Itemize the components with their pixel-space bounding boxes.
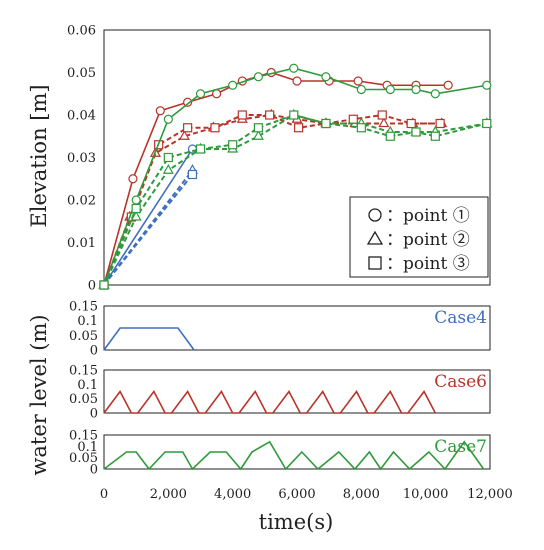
case7-y-tick-label: 0.15 xyxy=(69,429,98,444)
case6-point2-marker xyxy=(178,130,190,140)
case6-label: Case6 xyxy=(434,372,487,392)
elevation-axis-title: Elevation [m] xyxy=(27,84,51,227)
case6-point1-marker xyxy=(128,174,138,184)
case4-y-tick-label: 0.15 xyxy=(69,300,98,315)
case7-point3-marker xyxy=(228,140,238,150)
case7-point1-marker xyxy=(321,72,331,82)
case7-point1-marker xyxy=(411,84,421,95)
case7-point3-marker xyxy=(430,131,440,141)
case7-point2-marker xyxy=(162,164,174,174)
case6-point1-marker xyxy=(292,76,302,86)
legend-circle-icon xyxy=(368,208,382,222)
case6-point3-marker xyxy=(265,110,275,120)
time-axis: 0 2,000 4,000 6,000 8,000 10,000 12,000 xyxy=(100,487,513,502)
case6-point3-marker xyxy=(406,118,416,129)
case6-y-tick-label: 0.1 xyxy=(77,378,98,393)
case7-point2-marker xyxy=(252,130,264,140)
case7-point3-marker xyxy=(321,118,331,129)
y-tick-label: 0 xyxy=(88,279,96,294)
case7-point3-marker xyxy=(99,280,109,290)
legend-label: ：point ① xyxy=(386,206,470,226)
elevation-plot-frame xyxy=(103,29,491,286)
case6-point3-marker xyxy=(183,123,193,133)
case7-point1-marker xyxy=(482,80,492,90)
case7-y-tick-label: 0 xyxy=(90,463,98,478)
case6-point3-marker xyxy=(237,110,247,120)
case4-water-level-line xyxy=(103,327,195,351)
case7-point1-marker xyxy=(228,80,238,90)
y-tick-label: 0.06 xyxy=(67,24,96,39)
legend-label: ：point ② xyxy=(386,230,470,250)
case7-point3-marker xyxy=(163,152,173,163)
time-axis-title: time(s) xyxy=(259,510,334,534)
case6-y-tick-label: 0.05 xyxy=(69,392,98,407)
x-tick-label: 10,000 xyxy=(403,487,449,502)
elevation-plot: 0 0.01 0.02 0.03 0.04 0.05 0.06 xyxy=(67,24,493,294)
case6-point3-marker xyxy=(210,123,220,133)
case6-point2-marker xyxy=(378,117,390,128)
case6-y-tick-label: 0 xyxy=(90,407,98,422)
case7-point1-marker xyxy=(356,84,366,95)
case7-point1-marker xyxy=(289,63,299,73)
legend-label: ：point ③ xyxy=(386,254,470,274)
water-level-panels: 00.050.10.15Case400.050.10.15Case600.050… xyxy=(69,300,491,478)
case6-water-level-line xyxy=(103,390,437,414)
x-tick-label: 12,000 xyxy=(467,487,513,502)
case7-point3-marker xyxy=(131,203,141,214)
case4-point3-marker xyxy=(187,169,198,180)
case7-y-tick-label: 0.1 xyxy=(77,440,98,455)
x-tick-label: 4,000 xyxy=(214,487,251,502)
case4-y-tick-label: 0.05 xyxy=(69,329,98,344)
case6-point1-marker xyxy=(183,97,193,107)
case7-point3-marker xyxy=(385,131,395,141)
case7-point3-marker xyxy=(253,123,263,133)
case7-water-level-line xyxy=(103,440,485,471)
case4-point1-line xyxy=(103,148,194,286)
x-tick-label: 6,000 xyxy=(278,487,315,502)
y-tick-label: 0.04 xyxy=(67,109,96,124)
case7-point3-marker xyxy=(482,118,492,129)
legend-triangle-icon xyxy=(366,230,384,245)
x-tick-label: 0 xyxy=(100,487,108,502)
case7-point3-marker xyxy=(411,127,421,137)
case6-point3-marker xyxy=(435,118,445,129)
case6-point1-marker xyxy=(353,76,363,86)
case4-panel-frame xyxy=(103,305,491,351)
case7-panel-frame xyxy=(103,434,491,470)
case4-y-tick-label: 0 xyxy=(90,344,98,359)
legend: ：point ① ：point ② ：point ③ xyxy=(349,196,489,278)
case7-point1-marker xyxy=(163,114,173,124)
case6-point3-marker xyxy=(377,110,387,120)
case7-point1-marker xyxy=(430,89,440,99)
x-tick-label: 2,000 xyxy=(150,487,187,502)
case6-point3-marker xyxy=(348,114,358,124)
case4-label: Case4 xyxy=(434,308,487,328)
y-tick-label: 0.02 xyxy=(67,194,96,209)
case7-point3-marker xyxy=(289,110,299,120)
case7-point1-marker xyxy=(385,84,395,95)
y-tick-label: 0.05 xyxy=(67,66,96,81)
case7-y-tick-label: 0.05 xyxy=(69,451,98,466)
case4-point2-line xyxy=(103,169,194,286)
case7-point1-marker xyxy=(195,89,206,99)
x-tick-label: 8,000 xyxy=(343,487,380,502)
case6-point3-marker xyxy=(294,123,304,133)
water-level-axis-title: water level (m) xyxy=(27,314,51,475)
case6-point1-marker xyxy=(443,80,453,90)
y-tick-label: 0.01 xyxy=(67,236,96,251)
case6-y-tick-label: 0.15 xyxy=(69,364,98,379)
y-tick-label: 0.03 xyxy=(67,151,96,166)
case7-point3-marker xyxy=(195,144,206,154)
case7-label: Case7 xyxy=(434,437,487,457)
case7-point3-marker xyxy=(356,123,366,133)
case7-point1-marker xyxy=(253,72,263,82)
case4-y-tick-label: 0.1 xyxy=(77,314,98,329)
case6-panel-frame xyxy=(103,369,491,414)
legend-square-icon xyxy=(368,256,382,270)
case6-point1-marker xyxy=(155,106,165,116)
